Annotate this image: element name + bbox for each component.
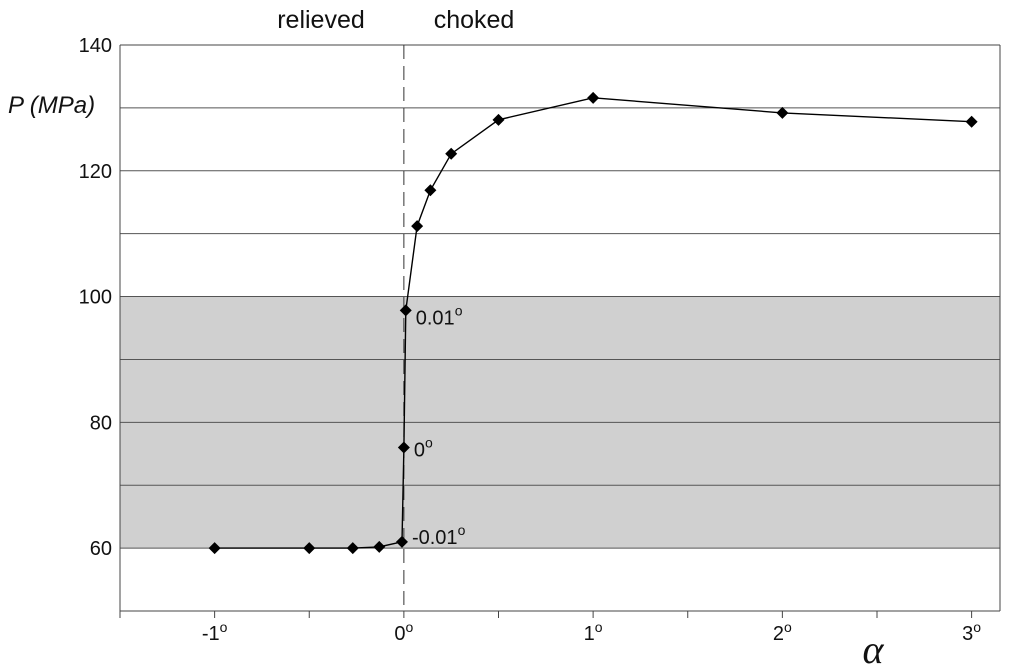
y-tick-label: 120 bbox=[79, 161, 112, 183]
y-tick-label: 80 bbox=[90, 412, 112, 434]
x-tick-label: 2o bbox=[773, 619, 792, 645]
data-point bbox=[492, 113, 505, 126]
y-tick-label: 100 bbox=[79, 287, 112, 309]
data-point bbox=[397, 441, 410, 454]
point-annotation: -0.01o bbox=[412, 522, 466, 549]
data-point bbox=[395, 535, 408, 548]
point-annotation: 0o bbox=[414, 434, 433, 461]
data-point bbox=[445, 147, 458, 160]
data-point bbox=[399, 304, 412, 317]
data-point bbox=[346, 542, 359, 555]
data-point bbox=[411, 220, 424, 233]
y-tick-label: 140 bbox=[79, 35, 112, 57]
axes-layer bbox=[119, 44, 1001, 618]
x-tick-label: -1o bbox=[202, 619, 228, 645]
y-axis-label: P (MPa) bbox=[8, 92, 95, 119]
data-point bbox=[303, 542, 316, 555]
point-annotation: 0.01o bbox=[416, 302, 463, 329]
labels-layer: relieved choked P (MPa) α 60 80 100 120 140 -… bbox=[8, 6, 981, 668]
data-point bbox=[373, 540, 386, 553]
data-point bbox=[965, 115, 978, 128]
data-point bbox=[776, 106, 789, 119]
data-point bbox=[208, 542, 221, 555]
data-point bbox=[424, 184, 437, 197]
x-tick-label: 1o bbox=[584, 619, 603, 645]
x-axis-label: α bbox=[863, 627, 885, 668]
data-point bbox=[587, 91, 600, 104]
x-tick-label: 0o bbox=[394, 619, 413, 645]
y-tick-label: 60 bbox=[90, 538, 112, 560]
series-layer bbox=[208, 91, 978, 555]
x-tick-label: 3o bbox=[962, 619, 981, 645]
region-label-relieved: relieved bbox=[277, 6, 365, 34]
region-label-choked: choked bbox=[434, 6, 515, 34]
